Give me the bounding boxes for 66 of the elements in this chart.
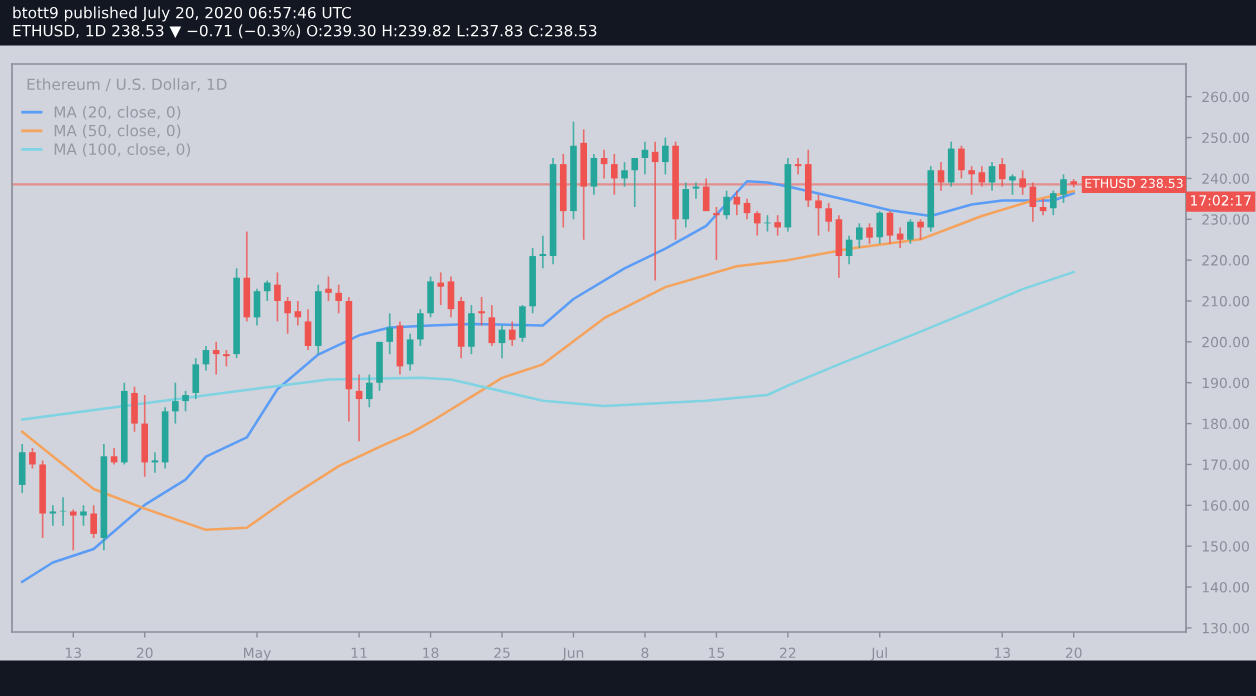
candlestick xyxy=(263,279,271,302)
candlestick xyxy=(29,447,36,470)
candlestick xyxy=(274,271,281,323)
candlestick xyxy=(69,508,77,552)
candlestick xyxy=(580,128,587,241)
candlestick xyxy=(866,222,873,245)
candlestick xyxy=(907,218,914,245)
candlestick xyxy=(733,189,741,217)
candlestick xyxy=(774,214,781,237)
candlestick xyxy=(141,394,149,478)
candlestick xyxy=(488,304,496,347)
candlestick xyxy=(611,153,618,196)
candlestick xyxy=(835,214,843,279)
candlestick xyxy=(192,357,200,400)
candlestick xyxy=(631,157,639,208)
candlestick xyxy=(18,443,26,494)
candlestick xyxy=(917,218,924,241)
candlestick xyxy=(1019,169,1026,196)
candlestick xyxy=(662,136,669,176)
candlestick xyxy=(427,275,434,319)
candlestick xyxy=(978,165,986,188)
candlestick xyxy=(468,304,475,355)
candlestick xyxy=(437,271,445,306)
candlestick xyxy=(478,296,485,327)
candlestick xyxy=(80,504,87,527)
candlestick xyxy=(876,210,884,245)
candlestick xyxy=(886,210,894,245)
candlestick xyxy=(243,230,251,323)
candlestick xyxy=(713,206,720,261)
candlestick xyxy=(90,504,97,539)
candlestick xyxy=(1009,173,1016,196)
candlestick xyxy=(856,222,863,249)
candlestick xyxy=(335,283,342,315)
candlestick xyxy=(723,189,730,221)
candlestick xyxy=(825,202,833,233)
candlestick xyxy=(804,148,812,208)
candlestick xyxy=(508,320,516,347)
line-series xyxy=(20,270,1075,421)
candlestick xyxy=(590,153,598,196)
candlestick xyxy=(304,308,312,351)
candlestick xyxy=(376,341,383,392)
candlestick xyxy=(253,287,261,327)
candlestick xyxy=(182,390,189,413)
candlestick xyxy=(172,381,179,425)
candlestick xyxy=(457,296,465,360)
candlestick xyxy=(947,140,955,188)
candlestick xyxy=(417,308,424,347)
candlestick xyxy=(998,157,1006,188)
candlestick xyxy=(702,177,710,212)
candlestick xyxy=(753,210,761,237)
candlestick xyxy=(988,161,996,192)
candlestick xyxy=(284,296,291,335)
candlestick xyxy=(519,304,526,343)
candlestick xyxy=(131,385,138,433)
candlestick xyxy=(447,275,455,319)
candlestick xyxy=(325,275,332,302)
candlestick xyxy=(559,153,567,229)
candlestick xyxy=(365,373,373,409)
candlestick xyxy=(815,193,822,237)
candlestick xyxy=(406,332,414,372)
candlestick xyxy=(958,144,965,180)
candlestick xyxy=(937,161,945,192)
candlestick xyxy=(621,161,628,188)
candlestick xyxy=(386,312,394,355)
candlestick xyxy=(682,181,690,229)
candlestick xyxy=(968,165,975,196)
